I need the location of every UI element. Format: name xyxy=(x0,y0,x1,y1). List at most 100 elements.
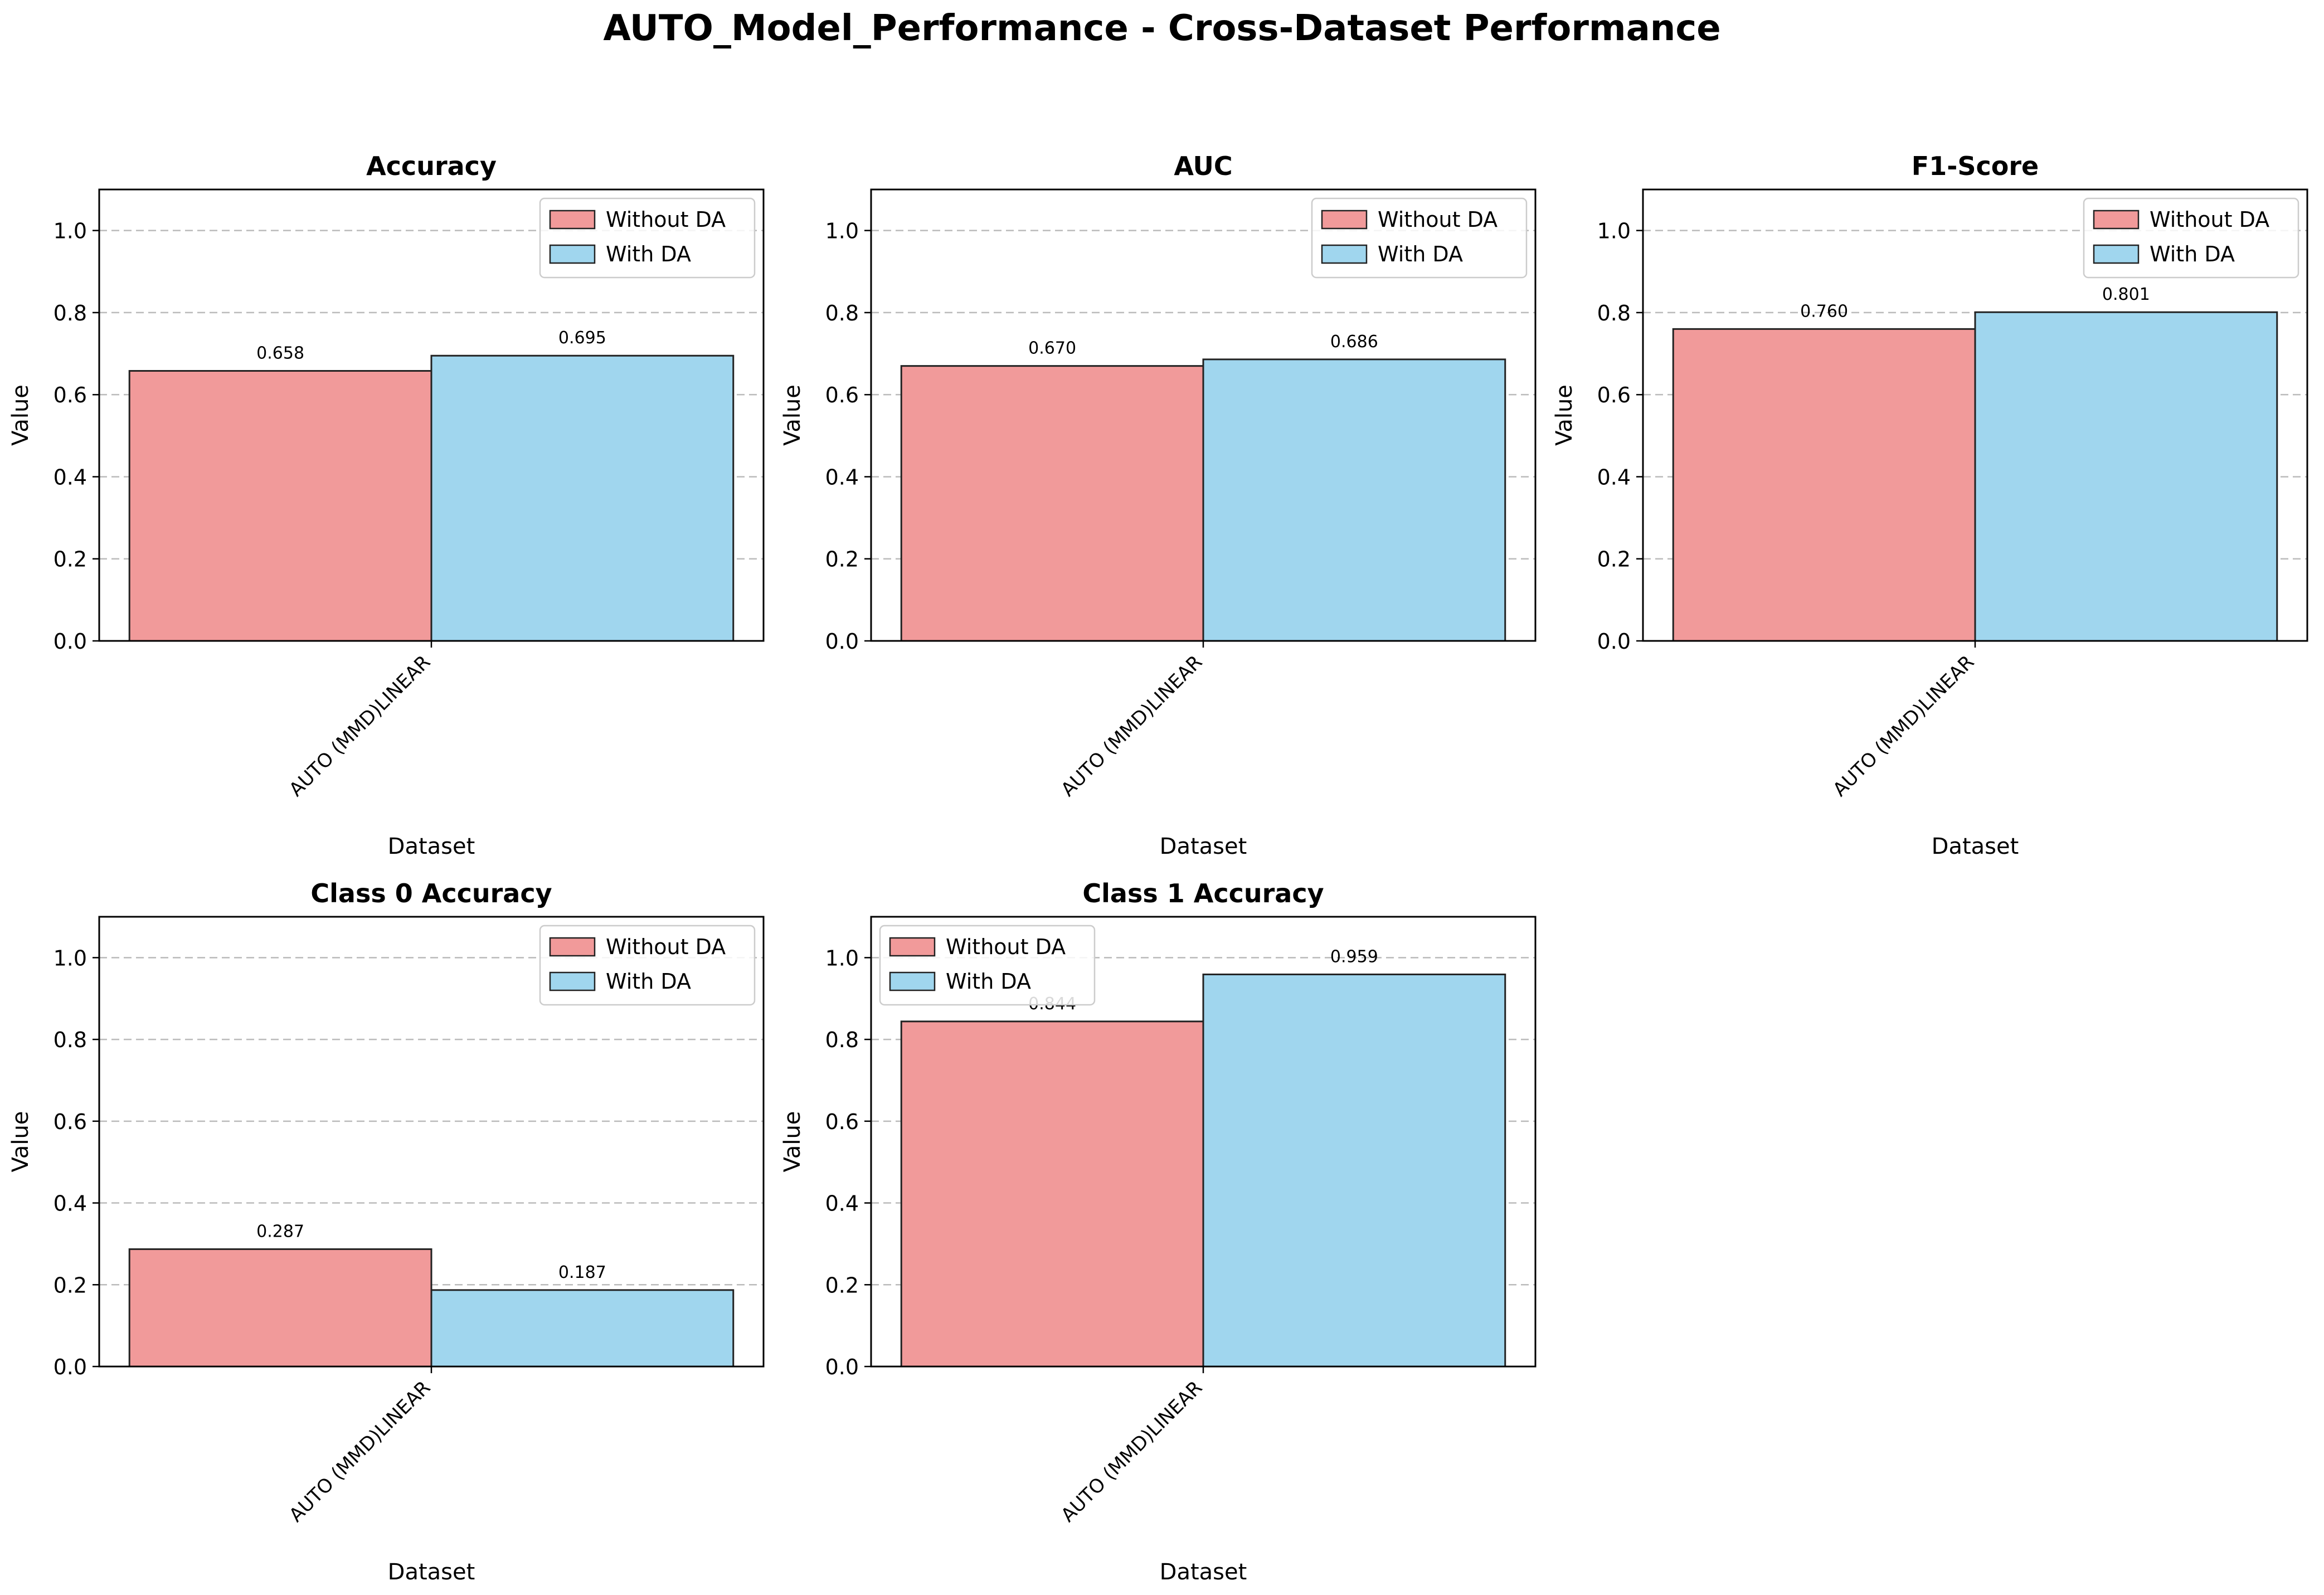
x-tick-label: AUTO (MMD)LINEAR xyxy=(1057,651,1207,801)
legend-label: Without DA xyxy=(2150,207,2269,232)
legend: Without DA With DA xyxy=(539,925,756,1006)
legend-label: With DA xyxy=(2150,242,2235,266)
subplot-title: Class 1 Accuracy xyxy=(1082,878,1324,908)
y-tick-label: 0.4 xyxy=(54,465,87,489)
y-tick-label: 0.2 xyxy=(825,1273,859,1297)
subplot-1: 0.0 0.2 0.4 0.6 0.8 1.0 0.658 0.695 AUTO (MMD)LI… xyxy=(8,151,765,859)
bar-without-da xyxy=(1672,328,1976,642)
subplot-title: Class 0 Accuracy xyxy=(310,878,552,908)
legend-label: With DA xyxy=(946,969,1031,994)
legend-swatch-with-da xyxy=(1321,244,1368,264)
bar-value-label: 0.801 xyxy=(2102,285,2150,304)
legend: Without DA With DA xyxy=(2083,197,2299,279)
bar-without-da xyxy=(128,1248,432,1368)
y-tick-label: 0.6 xyxy=(1597,383,1631,407)
y-tick-label: 1.0 xyxy=(54,946,87,970)
x-axis-label: Dataset xyxy=(1160,834,1247,859)
y-tick-label: 0.0 xyxy=(54,1355,87,1379)
bar-without-da xyxy=(900,365,1204,642)
x-tick-label: AUTO (MMD)LINEAR xyxy=(1829,651,1978,801)
subplot-2: 0.0 0.2 0.4 0.6 0.8 1.0 0.670 0.686 AUTO (MMD)LI… xyxy=(780,151,1537,859)
y-tick-label: 1.0 xyxy=(54,219,87,244)
y-tick-label: 0.2 xyxy=(54,1273,87,1297)
y-tick-label: 0.2 xyxy=(1597,547,1631,572)
subplot-title: F1-Score xyxy=(1912,151,2039,181)
y-tick-label: 0.6 xyxy=(54,1110,87,1134)
legend-swatch-with-da xyxy=(549,244,596,264)
subplot-3: 0.0 0.2 0.4 0.6 0.8 1.0 0.760 0.801 AUTO (MMD)LI… xyxy=(1552,151,2308,859)
legend-swatch-with-da xyxy=(889,971,936,991)
legend-label: Without DA xyxy=(606,935,726,959)
bar-value-label: 0.670 xyxy=(1028,339,1076,358)
legend: Without DA With DA xyxy=(1311,197,1528,279)
y-axis-label: Value xyxy=(8,385,33,446)
legend-label: Without DA xyxy=(1378,207,1498,232)
y-tick-label: 0.0 xyxy=(54,629,87,654)
bar-value-label: 0.760 xyxy=(1800,302,1848,321)
y-tick-label: 0.0 xyxy=(825,629,859,654)
y-tick-label: 0.6 xyxy=(825,383,859,407)
bar-value-label: 0.695 xyxy=(558,328,606,348)
x-tick-label: AUTO (MMD)LINEAR xyxy=(285,1377,435,1526)
legend-label: With DA xyxy=(1378,242,1463,266)
y-axis-label: Value xyxy=(1552,385,1577,446)
y-tick-label: 0.4 xyxy=(1597,465,1631,489)
x-axis-label: Dataset xyxy=(388,1559,475,1585)
y-tick-label: 0.8 xyxy=(825,1028,859,1052)
bar-value-label: 0.287 xyxy=(256,1222,304,1241)
y-tick-label: 1.0 xyxy=(825,219,859,244)
legend-swatch-without-da xyxy=(549,937,596,957)
y-tick-label: 0.8 xyxy=(1597,301,1631,325)
bar-value-label: 0.959 xyxy=(1330,947,1378,966)
legend-swatch-with-da xyxy=(2093,244,2140,264)
bar-with-da xyxy=(430,354,735,642)
legend-swatch-without-da xyxy=(889,937,936,957)
legend-swatch-with-da xyxy=(549,971,596,991)
bar-value-label: 0.658 xyxy=(256,343,304,363)
subplot-4: 0.0 0.2 0.4 0.6 0.8 1.0 0.287 0.187 AUTO (MMD)LI… xyxy=(8,878,765,1585)
y-tick-label: 0.8 xyxy=(54,1028,87,1052)
subplot-title: AUC xyxy=(1174,151,1232,181)
y-tick-label: 0.0 xyxy=(1597,629,1631,654)
bar-with-da xyxy=(1202,358,1506,642)
legend-label: With DA xyxy=(606,969,691,994)
bar-with-da xyxy=(1202,973,1506,1368)
y-tick-label: 0.8 xyxy=(825,301,859,325)
legend-label: Without DA xyxy=(606,207,726,232)
y-tick-label: 0.2 xyxy=(825,547,859,572)
legend-swatch-without-da xyxy=(549,210,596,230)
bar-without-da xyxy=(900,1020,1204,1368)
bar-value-label: 0.686 xyxy=(1330,332,1378,352)
bar-without-da xyxy=(128,369,432,642)
x-axis-label: Dataset xyxy=(1160,1559,1247,1585)
x-axis-label: Dataset xyxy=(388,834,475,859)
y-tick-label: 0.4 xyxy=(825,465,859,489)
y-tick-label: 1.0 xyxy=(825,946,859,970)
y-axis-label: Value xyxy=(780,1111,805,1173)
y-axis-label: Value xyxy=(780,385,805,446)
y-tick-label: 0.6 xyxy=(825,1110,859,1134)
bar-with-da xyxy=(1974,311,2278,642)
y-tick-label: 0.8 xyxy=(54,301,87,325)
bar-value-label: 0.187 xyxy=(558,1263,606,1282)
y-tick-label: 1.0 xyxy=(1597,219,1631,244)
legend-swatch-without-da xyxy=(2093,210,2140,230)
y-axis-label: Value xyxy=(8,1111,33,1173)
x-tick-label: AUTO (MMD)LINEAR xyxy=(1057,1377,1207,1526)
x-tick-label: AUTO (MMD)LINEAR xyxy=(285,651,435,801)
y-tick-label: 0.4 xyxy=(54,1192,87,1216)
x-axis-label: Dataset xyxy=(1932,834,2019,859)
legend: Without DA With DA xyxy=(879,925,1096,1006)
y-tick-label: 0.0 xyxy=(825,1355,859,1379)
subplot-title: Accuracy xyxy=(366,151,497,181)
legend-label: With DA xyxy=(606,242,691,266)
legend: Without DA With DA xyxy=(539,197,756,279)
legend-label: Without DA xyxy=(946,935,1066,959)
y-tick-label: 0.4 xyxy=(825,1192,859,1216)
legend-swatch-without-da xyxy=(1321,210,1368,230)
figure-title: AUTO_Model_Performance - Cross-Dataset P… xyxy=(603,8,1721,49)
y-tick-label: 0.6 xyxy=(54,383,87,407)
